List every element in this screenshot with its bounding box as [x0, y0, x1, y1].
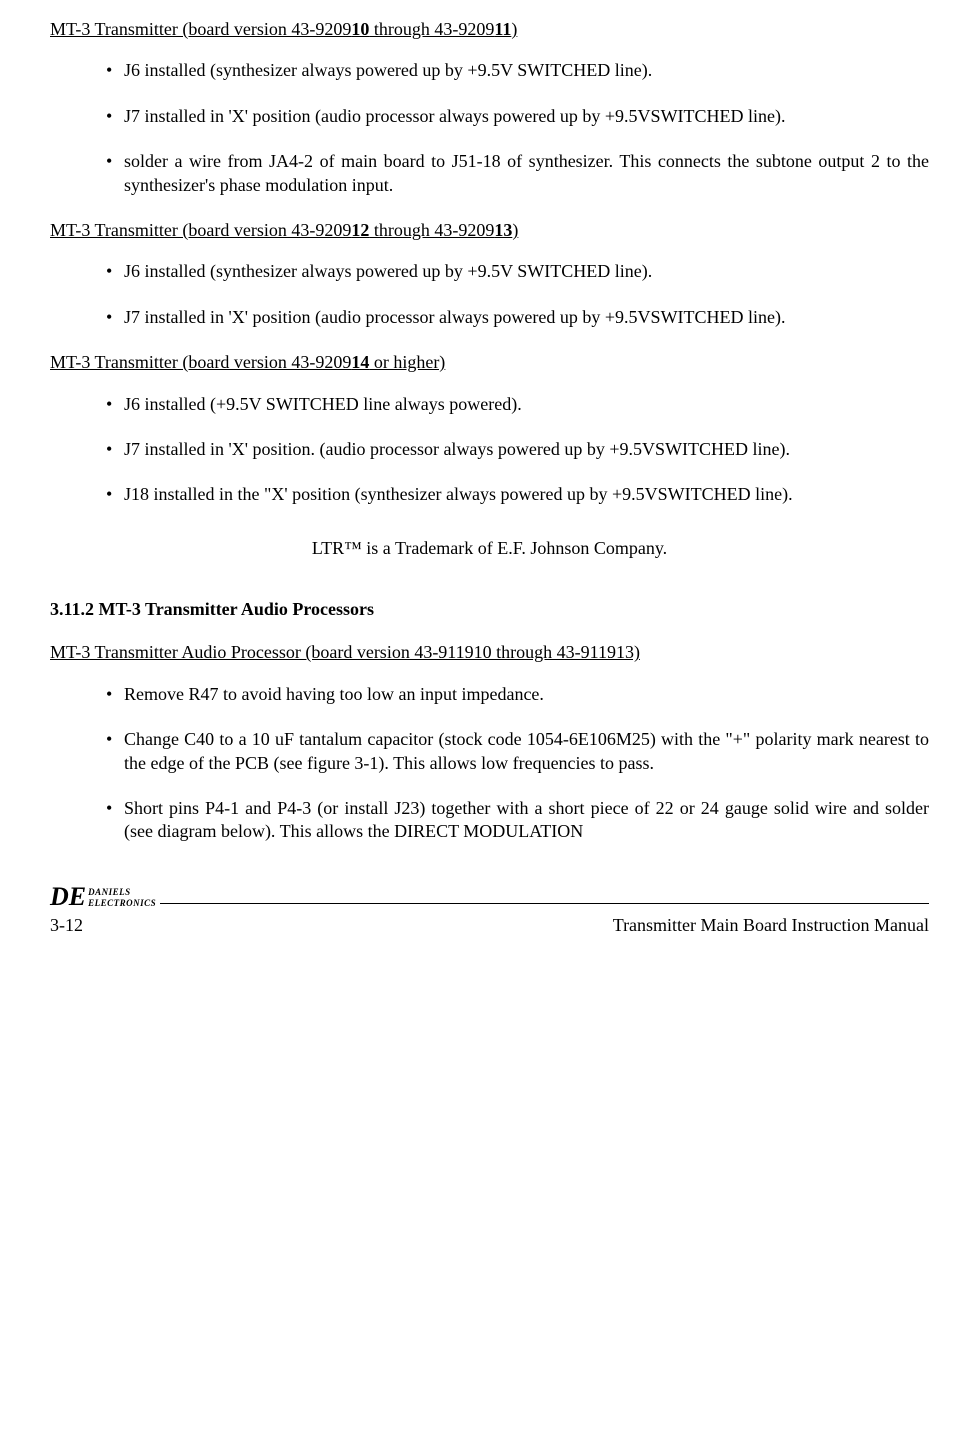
bullet-list: J6 installed (+9.5V SWITCHED line always… [50, 393, 929, 507]
subsection-heading: 3.11.2 MT-3 Transmitter Audio Processors [50, 598, 929, 621]
list-item: Remove R47 to avoid having too low an in… [50, 683, 929, 706]
list-item: J7 installed in 'X' position (audio proc… [50, 105, 929, 128]
title-bold: 11 [494, 19, 511, 39]
title-mid: through 43-9209 [369, 220, 494, 240]
title-post: ) [512, 220, 518, 240]
title-mid: through 43-9209 [369, 19, 494, 39]
page-footer: DE DANIELS ELECTRONICS 3-12 Transmitter … [50, 884, 929, 937]
footer-rule [160, 903, 929, 904]
footer-logo-de: DE [50, 884, 88, 910]
section-title-3: MT-3 Transmitter (board version 43-92091… [50, 351, 929, 374]
footer-logo-row: DE DANIELS ELECTRONICS [50, 884, 929, 910]
title-pre: MT-3 Transmitter (board version 43-9209 [50, 220, 351, 240]
list-item: J6 installed (synthesizer always powered… [50, 260, 929, 283]
bullet-list: Remove R47 to avoid having too low an in… [50, 683, 929, 844]
document-title: Transmitter Main Board Instruction Manua… [613, 914, 929, 937]
title-pre: MT-3 Transmitter (board version 43-9209 [50, 352, 351, 372]
title-bold: 14 [351, 352, 369, 372]
list-item: J6 installed (synthesizer always powered… [50, 59, 929, 82]
page-number: 3-12 [50, 914, 83, 937]
title-bold: 10 [351, 19, 369, 39]
subsection-number: 3.11.2 [50, 599, 94, 619]
section-title-1: MT-3 Transmitter (board version 43-92091… [50, 18, 929, 41]
list-item: J18 installed in the "X' position (synth… [50, 483, 929, 506]
footer-logo-small: DANIELS ELECTRONICS [88, 888, 156, 910]
title-pre: MT-3 Transmitter (board version 43-9209 [50, 19, 351, 39]
section-title-2: MT-3 Transmitter (board version 43-92091… [50, 219, 929, 242]
list-item: solder a wire from JA4-2 of main board t… [50, 150, 929, 197]
bullet-list: J6 installed (synthesizer always powered… [50, 59, 929, 197]
footer-logo-small-2: ELECTRONICS [88, 899, 156, 910]
trademark-line: LTR™ is a Trademark of E.F. Johnson Comp… [50, 537, 929, 560]
footer-text-row: 3-12 Transmitter Main Board Instruction … [50, 914, 929, 937]
list-item: Change C40 to a 10 uF tantalum capacitor… [50, 728, 929, 775]
title-bold: 12 [351, 220, 369, 240]
title-post: ) [511, 19, 517, 39]
list-item: J7 installed in 'X' position (audio proc… [50, 306, 929, 329]
title-mid: or higher) [369, 352, 445, 372]
bullet-list: J6 installed (synthesizer always powered… [50, 260, 929, 329]
title-bold: 13 [494, 220, 512, 240]
list-item: Short pins P4-1 and P4-3 (or install J23… [50, 797, 929, 844]
audio-processor-title: MT-3 Transmitter Audio Processor (board … [50, 641, 929, 664]
list-item: J7 installed in 'X' position. (audio pro… [50, 438, 929, 461]
subsection-text: MT-3 Transmitter Audio Processors [99, 599, 375, 619]
list-item: J6 installed (+9.5V SWITCHED line always… [50, 393, 929, 416]
